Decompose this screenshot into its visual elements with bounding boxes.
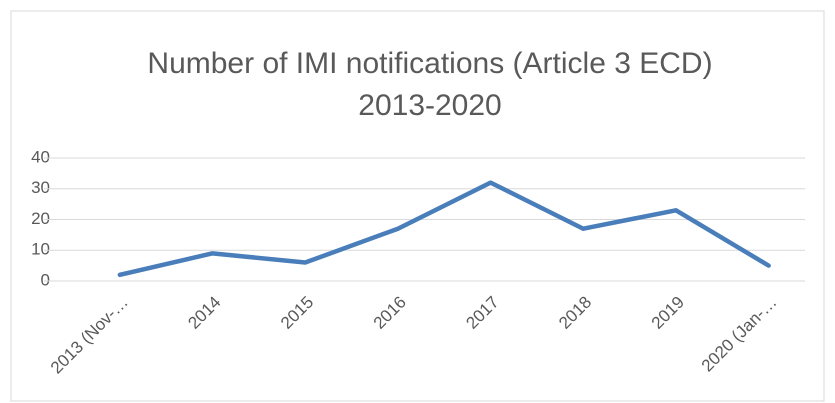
y-tick-label: 0 <box>41 270 50 289</box>
chart-title: Number of IMI notifications (Article 3 E… <box>147 47 712 80</box>
y-tick-label: 40 <box>31 147 50 166</box>
line-series <box>117 180 771 278</box>
y-tick-label: 30 <box>31 178 50 197</box>
y-tick-label: 20 <box>31 209 50 228</box>
chart-title: 2013-2020 <box>358 89 501 122</box>
y-tick-label: 10 <box>31 240 50 259</box>
chart-border <box>10 10 825 402</box>
